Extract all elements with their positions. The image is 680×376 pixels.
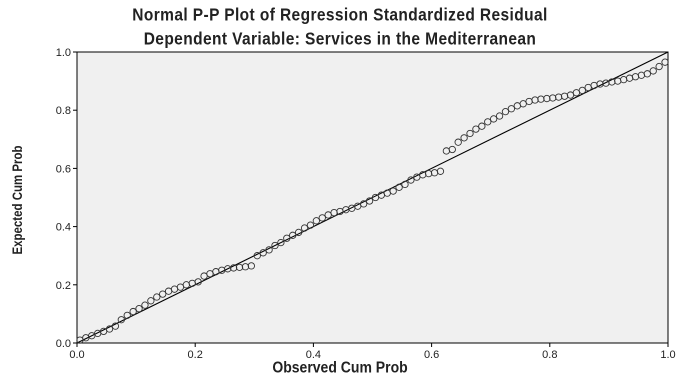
x-tick-label: 1.0	[660, 349, 675, 361]
data-point	[159, 290, 167, 298]
data-point	[495, 112, 504, 120]
data-points	[76, 58, 669, 344]
data-point	[472, 125, 480, 133]
x-tick-label: 0.6	[424, 349, 439, 361]
data-point	[135, 305, 143, 313]
data-point	[448, 145, 456, 154]
data-point	[661, 58, 669, 66]
data-point	[490, 115, 498, 123]
data-point	[578, 86, 586, 95]
y-tick-label: 0.6	[56, 163, 71, 175]
data-point	[395, 183, 403, 191]
data-point	[271, 241, 279, 250]
data-point	[407, 176, 415, 184]
data-point	[643, 70, 651, 78]
data-point	[436, 167, 445, 175]
data-point	[655, 62, 663, 71]
y-axis-label: Expected Cum Prob	[9, 145, 25, 255]
y-tick-label: 0.0	[56, 338, 71, 350]
data-point	[277, 238, 285, 247]
x-axis: 0.0 0.2 0.4 0.6 0.8 1.0	[69, 343, 676, 361]
x-tick-label: 0.8	[542, 349, 557, 361]
data-point	[318, 214, 326, 222]
data-point	[253, 252, 261, 260]
data-point	[194, 278, 202, 286]
y-tick-label: 0.2	[56, 280, 71, 292]
x-axis-label: Observed Cum Prob	[272, 358, 408, 376]
data-point	[153, 293, 161, 301]
data-point	[129, 307, 137, 316]
data-point	[229, 264, 238, 272]
y-tick-label: 0.8	[56, 105, 71, 117]
y-tick-label: 1.0	[56, 47, 71, 59]
data-point	[259, 249, 267, 257]
data-point	[649, 67, 657, 75]
data-point	[312, 217, 321, 225]
data-point	[401, 180, 409, 189]
data-point	[306, 221, 315, 229]
data-point	[105, 325, 114, 333]
chart-subtitle: Dependent Variable: Services in the Medi…	[143, 29, 537, 49]
data-point	[460, 134, 468, 142]
data-point	[123, 311, 131, 320]
data-point	[294, 228, 303, 237]
data-point	[283, 234, 291, 242]
data-point	[454, 138, 462, 146]
x-tick-label: 0.2	[188, 349, 203, 361]
data-point	[478, 122, 486, 130]
data-point	[289, 231, 297, 239]
data-point	[117, 316, 125, 324]
chart-title: Normal P-P Plot of Regression Standardiz…	[132, 5, 548, 25]
data-point	[247, 262, 255, 270]
data-point	[359, 200, 368, 208]
data-point	[389, 187, 397, 195]
data-point	[300, 224, 309, 232]
y-tick-label: 0.4	[56, 222, 71, 234]
data-point	[507, 105, 516, 113]
data-point	[235, 263, 244, 271]
data-point	[543, 94, 551, 103]
data-point	[111, 322, 120, 330]
data-point	[265, 246, 273, 254]
data-point	[484, 118, 492, 126]
data-point	[147, 297, 155, 305]
y-axis: 0.0 0.2 0.4 0.6 0.8 1.0	[56, 47, 77, 350]
x-tick-label: 0.4	[306, 349, 321, 361]
data-point	[501, 108, 510, 116]
data-point	[365, 197, 374, 205]
data-point	[466, 129, 474, 138]
data-point	[537, 95, 545, 103]
x-tick-label: 0.0	[69, 349, 84, 361]
data-point	[141, 301, 149, 309]
